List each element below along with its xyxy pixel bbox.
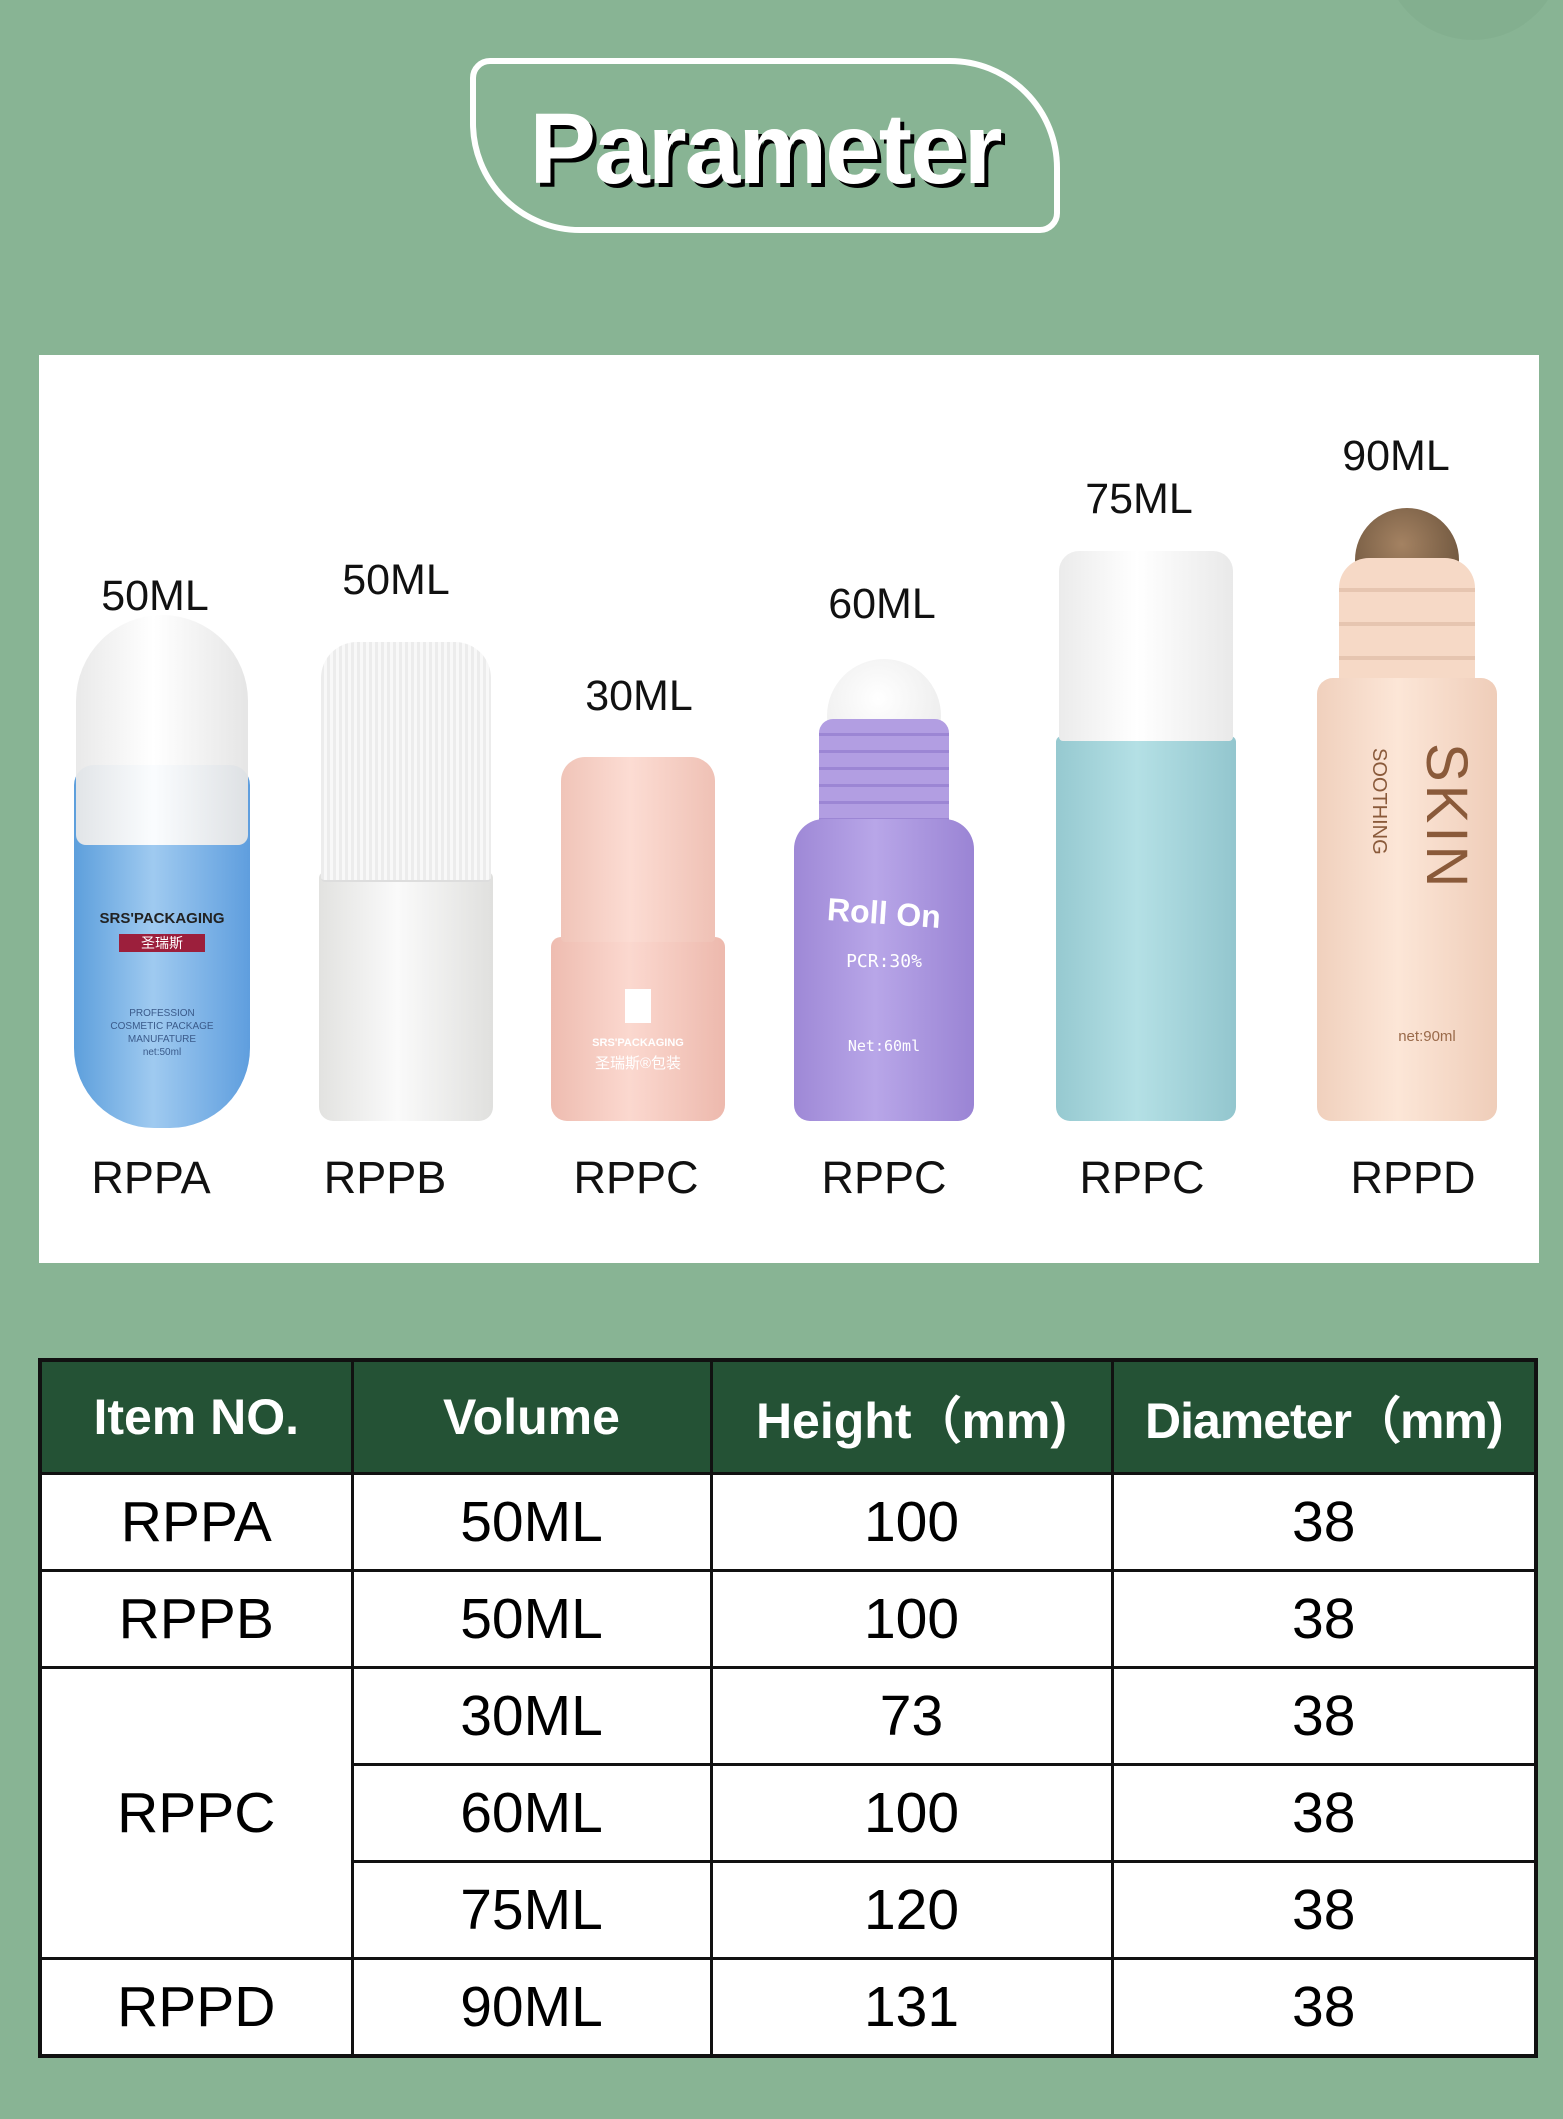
bottle-body	[794, 819, 974, 1121]
cell-item: RPPA	[38, 1472, 354, 1572]
product-volume-label: 50ML	[101, 572, 209, 620]
background-decoration	[1383, 0, 1563, 40]
cell-diameter: 38	[1110, 1763, 1538, 1863]
bottle-label-line: COSMETIC PACKAGE	[110, 1021, 214, 1032]
bottle-body	[551, 937, 725, 1121]
bottle-rppc-60ml-image: Roll On PCR:30% Net:60ml	[794, 659, 974, 1121]
product-code-label: RPPC	[1079, 1152, 1205, 1203]
bottle-rppb-image	[319, 642, 493, 1121]
cell-height: 73	[709, 1666, 1114, 1766]
bottle-cap	[321, 642, 491, 882]
bottle-label-line: net:50ml	[142, 1047, 182, 1058]
cell-height: 100	[709, 1763, 1114, 1863]
cell-volume: 50ML	[350, 1472, 713, 1572]
column-header-item: Item NO.	[38, 1358, 354, 1475]
bottle-brand-cn: 圣瑞斯	[74, 933, 250, 953]
bottle-label-line: PROFESSION	[129, 1008, 195, 1019]
bottle-logo-icon	[551, 989, 725, 1028]
product-volume-label: 50ML	[342, 556, 450, 604]
bottle-neck	[1339, 558, 1475, 698]
table-row: RPPA 50ML 100 38	[38, 1472, 1538, 1572]
cell-volume: 50ML	[350, 1569, 713, 1669]
bottle-body	[1056, 736, 1236, 1121]
bottle-brand-text: SRS'PACKAGING	[99, 910, 225, 927]
cell-diameter: 38	[1110, 1666, 1538, 1766]
cell-item: RPPB	[38, 1569, 354, 1669]
product-image-panel	[39, 355, 1539, 1263]
parameter-table: Item NO. Volume Height（mm) Diameter（mm) …	[38, 1358, 1538, 2058]
product-volume-label: 90ML	[1342, 432, 1450, 480]
table-row: RPPD 90ML 131 38	[38, 1957, 1538, 2058]
bottle-rppd-image: SKIN SOOTHING net:90ml	[1317, 508, 1497, 1121]
bottle-rppc-75ml-image	[1056, 551, 1236, 1121]
product-code-label: RPPB	[323, 1152, 447, 1203]
product-code-label: RPPC	[821, 1152, 947, 1203]
page-title: Parameter	[529, 93, 1002, 205]
bottle-rppa-image: SRS'PACKAGING 圣瑞斯 PROFESSION COSMETIC PA…	[74, 615, 250, 1128]
title-banner: Parameter	[470, 58, 1060, 233]
bottle-brand-text: SKIN	[1414, 743, 1479, 891]
cell-height: 100	[709, 1569, 1114, 1669]
bottle-brand-cn: 圣瑞斯®包装	[594, 1055, 682, 1072]
bottle-body	[319, 872, 493, 1121]
cell-diameter: 38	[1110, 1569, 1538, 1669]
product-volume-label: 60ML	[828, 580, 936, 628]
bottle-label-line: SOOTHING	[1368, 748, 1390, 855]
cell-height: 131	[709, 1957, 1114, 2058]
cell-height: 120	[709, 1860, 1114, 1960]
bottle-label-line: net:90ml	[1398, 1028, 1456, 1045]
table-row: 75ML 120 38	[40, 1860, 1538, 1960]
cell-diameter: 38	[1110, 1472, 1538, 1572]
cell-volume: 75ML	[350, 1860, 713, 1960]
bottle-cap	[1059, 551, 1233, 741]
product-volume-label: 75ML	[1085, 475, 1193, 523]
table-header-row: Item NO. Volume Height（mm) Diameter（mm)	[38, 1358, 1538, 1475]
bottle-label-line: MANUFATURE	[127, 1034, 197, 1045]
bottle-cap	[76, 615, 248, 845]
bottle-rppc-30ml-image: SRS'PACKAGING 圣瑞斯®包装	[551, 757, 725, 1121]
cell-height: 100	[709, 1472, 1114, 1572]
product-code-label: RPPA	[91, 1152, 211, 1203]
bottle-body	[1317, 678, 1497, 1121]
cell-diameter: 38	[1110, 1860, 1538, 1960]
bottle-label-line: PCR:30%	[846, 951, 922, 972]
column-header-diameter: Diameter（mm)	[1110, 1358, 1538, 1475]
column-header-volume: Volume	[350, 1358, 713, 1475]
cell-volume: 60ML	[350, 1763, 713, 1863]
product-code-label: RPPC	[573, 1152, 699, 1203]
bottle-neck	[819, 719, 949, 829]
product-volume-label: 30ML	[585, 672, 693, 720]
column-header-height: Height（mm)	[709, 1358, 1114, 1475]
table-row: 60ML 100 38	[40, 1763, 1538, 1863]
cell-diameter: 38	[1110, 1957, 1538, 2058]
table-row: RPPB 50ML 100 38	[38, 1569, 1538, 1669]
bottle-label-line: Net:60ml	[847, 1037, 921, 1055]
bottle-brand-text: SRS'PACKAGING	[592, 1037, 684, 1049]
bottle-cap	[561, 757, 715, 942]
cell-item: RPPD	[38, 1957, 354, 2058]
cell-item: RPPC	[38, 1666, 354, 1960]
cell-volume: 30ML	[350, 1666, 713, 1766]
product-code-label: RPPD	[1350, 1152, 1476, 1203]
cell-volume: 90ML	[350, 1957, 713, 2058]
table-row: RPPC 30ML 73 38	[38, 1666, 1538, 1960]
